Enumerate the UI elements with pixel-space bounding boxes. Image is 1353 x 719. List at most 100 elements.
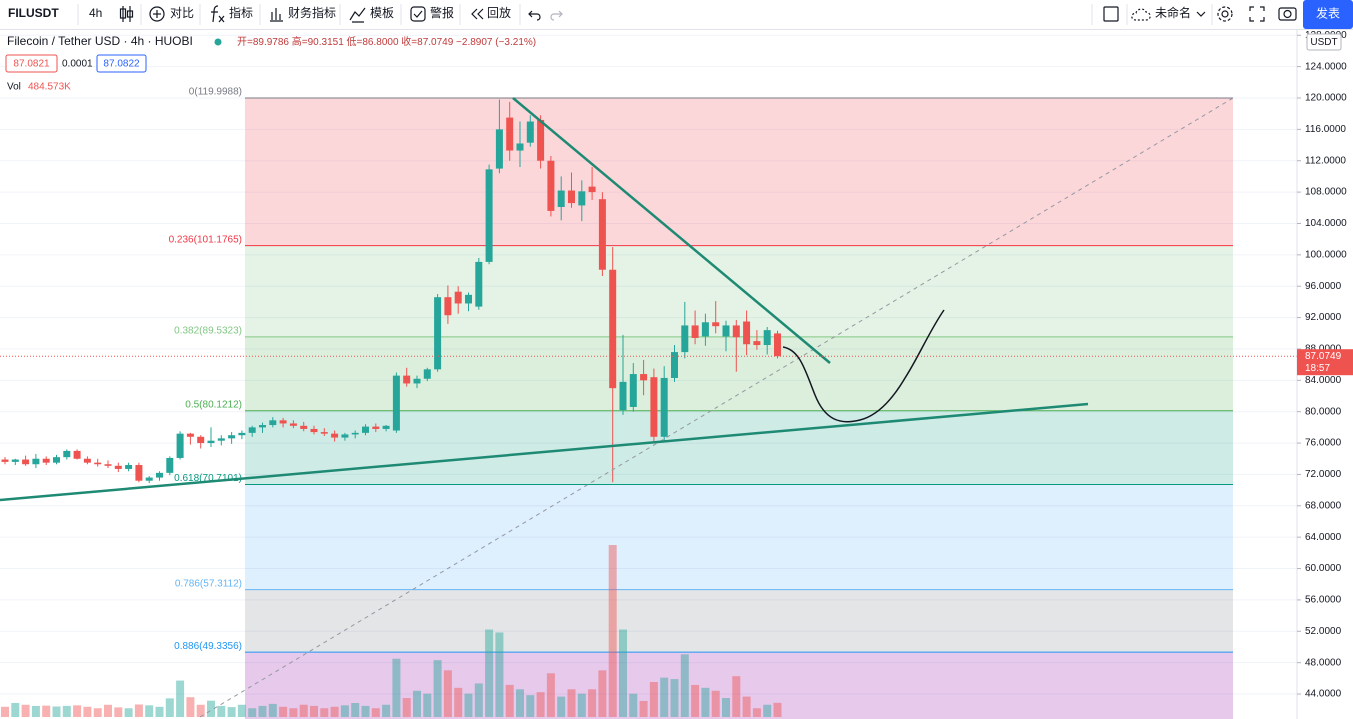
templates[interactable]: 模板 [370,6,394,20]
volume-bar [237,704,246,717]
compare-icon[interactable] [149,6,165,22]
caret[interactable] [1196,11,1206,17]
volume-bar [660,677,669,717]
layout-icon[interactable] [1103,6,1119,22]
series-title: Filecoin / Tether USD · 4h · HUOBI [7,34,193,48]
candle-body [186,433,194,437]
volume-bar [722,698,730,717]
fullscreen-icon[interactable] [1249,6,1265,22]
volume-bar [443,670,452,717]
bid[interactable]: 87.0821 [13,59,50,70]
volume-bar [73,705,82,717]
replay-icon[interactable] [471,8,484,20]
volume-bar [577,693,586,717]
candle-body [753,341,761,346]
compare[interactable]: 对比 [170,6,194,20]
volume-bar [608,545,617,717]
volume-bar [196,704,205,717]
alerts[interactable]: 警报 [430,5,454,20]
layout-name[interactable]: 未命名 [1155,5,1191,20]
symbol[interactable]: FILUSDT [8,6,59,20]
candle-body [83,458,91,463]
undo[interactable] [528,10,541,21]
countdown: 18:57 [1305,363,1330,374]
candle-body [444,297,452,316]
indicators[interactable]: 指标 [229,5,253,20]
y-tick-label: 96.0000 [1305,281,1342,292]
candle-body [53,457,60,463]
candle-body [413,378,421,384]
fib-band [245,98,1233,246]
fib-label: 0.5(80.1212) [185,399,242,410]
publish-button[interactable] [1303,0,1353,29]
publish[interactable]: 发表 [1316,6,1340,21]
y-tick-label: 52.0000 [1305,626,1342,637]
cloud-icon[interactable] [1131,8,1151,21]
candle-body [495,129,503,169]
indicators-icon[interactable] [211,5,225,23]
candle-body [547,160,555,211]
volume-bar [145,705,154,717]
price-axis: 44.0000 48.0000 52.0000 56.0000 60.0000 64.00… [1297,30,1347,700]
financials-icon[interactable] [270,8,283,22]
snapshot-icon[interactable] [1278,7,1297,21]
volume-label: Vol [7,82,21,93]
volume-bar [382,704,391,717]
candle-body [42,458,50,463]
y-tick-label: 116.0000 [1305,124,1346,135]
candle-body [403,375,411,384]
candle-body [650,377,658,437]
fib-band [245,245,1233,337]
alerts-icon[interactable] [410,6,426,22]
y-tick-label: 56.0000 [1305,595,1342,606]
candle-body [619,381,627,411]
candle-body [22,459,30,465]
volume-bar [134,704,143,717]
ask-box[interactable] [96,54,147,73]
last-price-text: 87.0749 [1305,351,1342,362]
volume-bar [21,704,30,717]
volume-bar [176,680,185,717]
volume-bar [52,706,61,717]
candle-body [712,322,720,327]
volume-bar [402,698,411,717]
redo[interactable] [550,10,563,21]
volume-bar [299,704,308,717]
volume-bar [83,706,92,717]
financials[interactable]: 财务指标 [288,5,336,20]
volume-bar [114,707,123,717]
candle-body [557,190,565,208]
candle-body [217,438,225,441]
candle-body [238,432,246,436]
candle-body [763,330,771,346]
candle-body [269,420,277,426]
candle-body [341,434,349,438]
volume-bar [557,696,566,717]
candle-body [475,261,483,307]
bid-box[interactable] [5,54,58,73]
candle-body [392,375,400,431]
interval[interactable]: 4h [89,6,102,20]
volume-bar [732,676,741,717]
y-tick-label: 68.0000 [1305,500,1342,511]
volume-bar [279,706,288,717]
y-tick-label: 88.0000 [1305,344,1342,355]
candle-body [94,462,102,465]
currency-box[interactable] [1306,33,1342,51]
volume-bar [413,690,421,717]
candle-body [197,436,205,444]
volume-bar [639,700,648,717]
settings-icon[interactable] [1217,6,1233,22]
candle-body [629,374,637,407]
replay[interactable]: 回放 [487,5,511,20]
ask[interactable]: 87.0822 [103,59,140,70]
candle-body [320,432,328,434]
y-tick-label: 60.0000 [1305,563,1342,574]
templates-icon[interactable] [349,7,366,23]
volume-bar [752,708,761,717]
chart-type-icon[interactable] [119,6,134,22]
candle-body [722,325,730,337]
candle-body [248,427,256,433]
